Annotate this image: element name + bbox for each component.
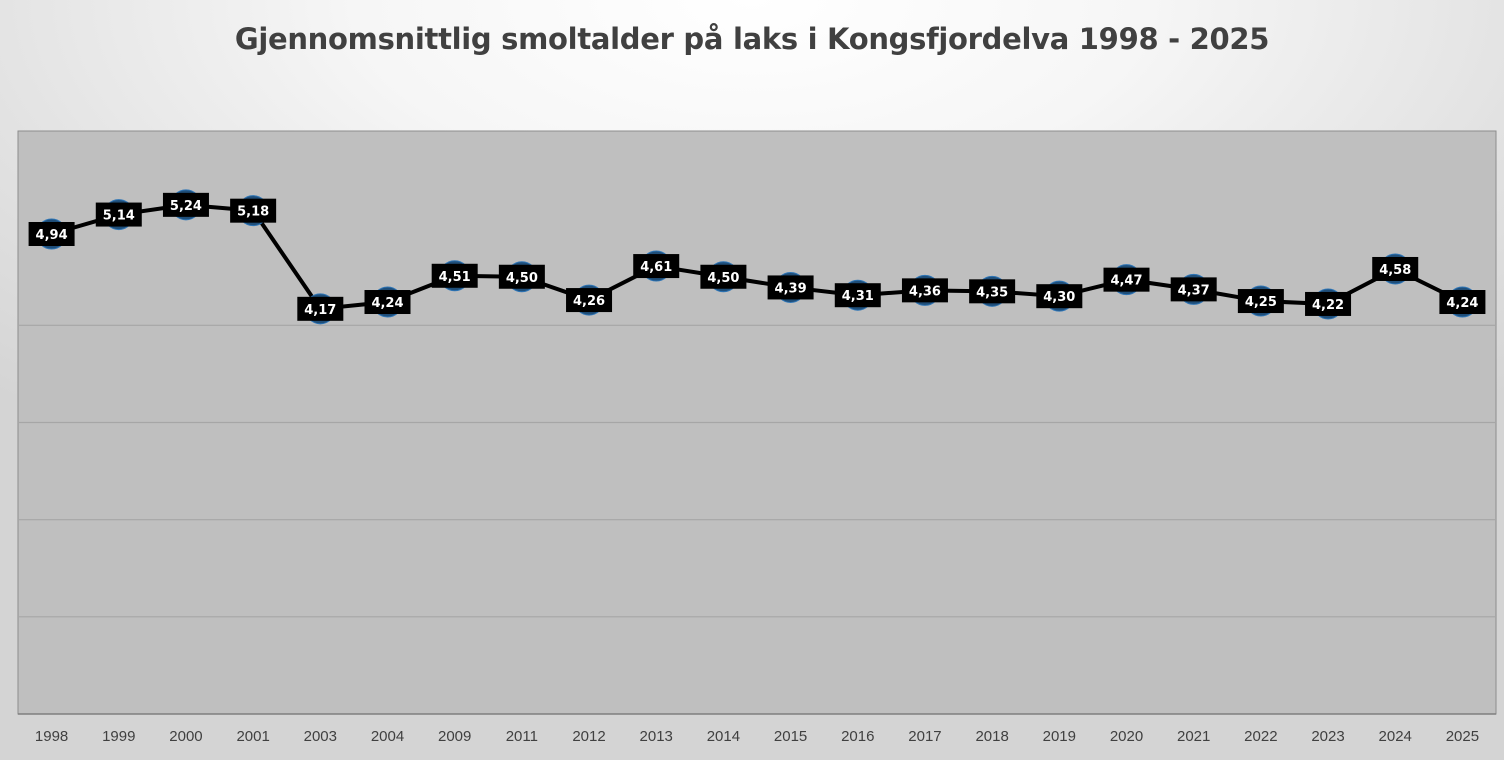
data-label: 4,35 — [969, 279, 1016, 304]
data-label-box — [901, 278, 948, 303]
data-label: 5,24 — [162, 192, 209, 217]
data-label-box — [162, 192, 209, 217]
data-label-text: 4,50 — [707, 271, 739, 286]
data-label: 4,22 — [1305, 291, 1352, 316]
x-tick-label: 2016 — [841, 728, 874, 745]
data-label-box — [1237, 289, 1284, 314]
x-tick-label: 2023 — [1311, 728, 1344, 745]
x-tick-label: 2025 — [1446, 728, 1479, 745]
data-label: 4,58 — [1372, 256, 1419, 281]
data-label-text: 5,18 — [237, 205, 269, 220]
x-tick-label: 2020 — [1110, 728, 1143, 745]
data-label: 4,26 — [566, 288, 613, 313]
data-label-text: 4,47 — [1110, 274, 1142, 289]
data-label-box — [969, 279, 1016, 304]
x-axis-tick-labels: 1998 1999 2000 2001 2003 2004 2009 2011 2012 2013… — [35, 728, 1479, 745]
x-tick-label: 2022 — [1244, 728, 1277, 745]
data-label-box — [431, 263, 478, 288]
data-label: 4,24 — [1439, 290, 1486, 315]
x-tick-label: 2012 — [572, 728, 605, 745]
data-label-box — [1439, 290, 1486, 315]
data-label-box — [28, 221, 75, 246]
data-label-text: 4,22 — [1312, 298, 1344, 313]
data-label-box — [767, 275, 814, 300]
data-label-text: 5,14 — [103, 209, 135, 224]
data-label: 4,24 — [364, 290, 411, 315]
data-label: 4,37 — [1170, 277, 1217, 302]
data-label-text: 4,30 — [1043, 290, 1075, 305]
data-label-text: 4,39 — [775, 281, 807, 296]
x-tick-label: 2021 — [1177, 728, 1210, 745]
data-label: 4,25 — [1237, 289, 1284, 314]
x-tick-label: 2019 — [1043, 728, 1076, 745]
data-label-text: 4,17 — [304, 303, 336, 318]
data-label: 4,36 — [901, 278, 948, 303]
series-line — [51, 202, 1464, 311]
data-label-text: 4,31 — [842, 289, 874, 304]
x-tick-label: 2015 — [774, 728, 807, 745]
data-label-text: 4,94 — [36, 228, 68, 243]
x-tick-label: 2000 — [169, 728, 202, 745]
x-tick-label: 1998 — [35, 728, 68, 745]
x-tick-label: 1999 — [102, 728, 135, 745]
x-tick-label: 2017 — [908, 728, 941, 745]
x-tick-label: 2009 — [438, 728, 471, 745]
data-label-box — [566, 288, 613, 313]
x-tick-label: 2014 — [707, 728, 740, 745]
data-label-box — [230, 198, 277, 223]
data-label: 4,50 — [700, 264, 747, 289]
data-label-text: 4,58 — [1379, 263, 1411, 278]
data-label-text: 4,36 — [909, 284, 941, 299]
x-tick-label: 2018 — [975, 728, 1008, 745]
data-label-box — [834, 283, 881, 308]
data-label-text: 4,51 — [439, 270, 471, 285]
x-tick-label: 2004 — [371, 728, 404, 745]
data-label: 5,14 — [95, 202, 142, 227]
data-label-box — [364, 290, 411, 315]
x-tick-label: 2013 — [640, 728, 673, 745]
data-label-text: 4,24 — [371, 296, 403, 311]
data-label-box — [700, 264, 747, 289]
data-label: 4,31 — [834, 283, 881, 308]
data-label-box — [1372, 256, 1419, 281]
data-label: 4,94 — [28, 221, 75, 246]
x-tick-label: 2024 — [1379, 728, 1412, 745]
data-label-text: 5,24 — [170, 199, 202, 214]
data-label: 4,50 — [498, 264, 545, 289]
data-label: 4,39 — [767, 275, 814, 300]
x-tick-label: 2001 — [236, 728, 269, 745]
data-label: 4,61 — [633, 254, 680, 279]
data-label-text: 4,50 — [506, 271, 538, 286]
x-tick-label: 2003 — [304, 728, 337, 745]
data-labels: 4,94 5,14 5,24 5,18 4,17 4,24 4,51 4,50 4,26 4,61… — [28, 192, 1486, 321]
data-label-box — [95, 202, 142, 227]
x-tick-label: 2011 — [506, 728, 538, 745]
data-label-box — [1036, 284, 1083, 309]
data-label: 4,30 — [1036, 284, 1083, 309]
data-label-text: 4,35 — [976, 285, 1008, 300]
gridlines — [18, 324, 1496, 618]
data-label: 5,18 — [230, 198, 277, 223]
data-label-box — [1305, 291, 1352, 316]
chart-title: Gjennomsnittlig smoltalder på laks i Kon… — [234, 22, 1270, 56]
data-label-text: 4,24 — [1446, 296, 1478, 311]
data-label-text: 4,61 — [640, 260, 672, 275]
data-label-text: 4,25 — [1245, 295, 1277, 310]
data-label-box — [633, 254, 680, 279]
data-label: 4,47 — [1103, 267, 1150, 292]
data-label-box — [498, 264, 545, 289]
data-label-text: 4,26 — [573, 294, 605, 309]
data-label-box — [297, 296, 344, 321]
data-label-box — [1103, 267, 1150, 292]
data-label: 4,17 — [297, 296, 344, 321]
data-label-text: 4,37 — [1178, 283, 1210, 298]
data-label: 4,51 — [431, 263, 478, 288]
data-label-box — [1170, 277, 1217, 302]
